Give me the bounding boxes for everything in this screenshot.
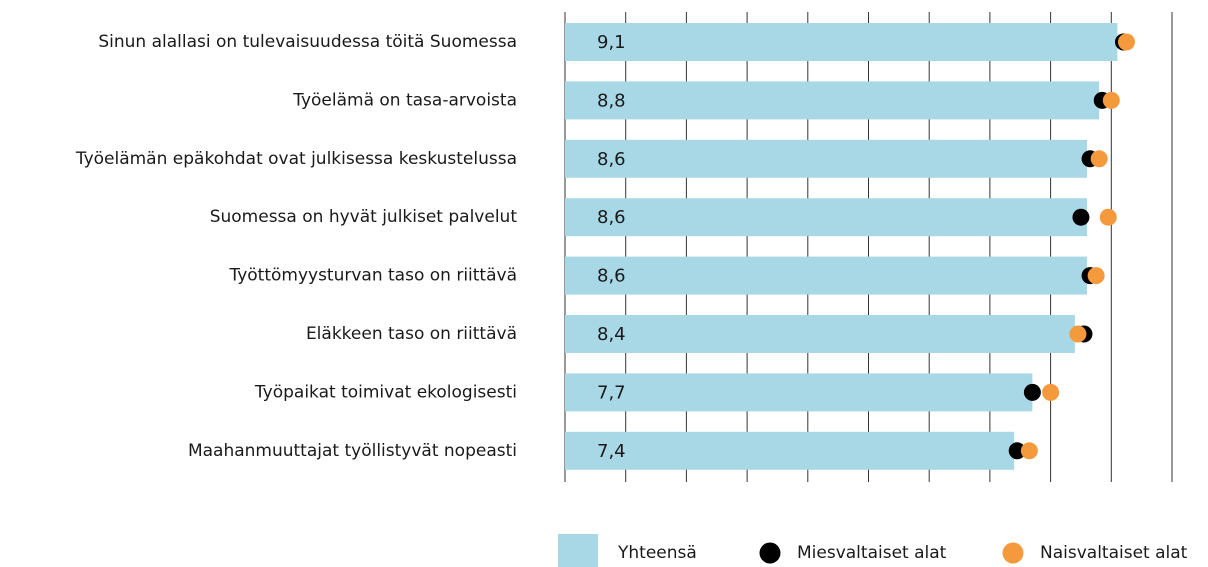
value-label: 9,1 [597, 32, 626, 53]
dot [1087, 267, 1105, 285]
legend-swatch [1002, 542, 1024, 564]
bar [565, 81, 1100, 120]
value-label: 8,8 [597, 90, 626, 111]
dot [1020, 442, 1038, 460]
bar [565, 373, 1033, 412]
bar [565, 198, 1088, 237]
dot [1008, 442, 1026, 460]
value-label: 8,6 [597, 207, 626, 228]
category-label: Työelämä on tasa-arvoista [292, 90, 517, 110]
category-label: Työttömyysturvan taso on riittävä [228, 266, 517, 286]
legend-swatch [558, 534, 598, 567]
dot [1023, 383, 1041, 401]
value-label: 7,7 [597, 382, 626, 403]
category-label: Suomessa on hyvät julkiset palvelut [210, 207, 518, 227]
category-label: Maahanmuuttajat työllistyvät nopeasti [188, 441, 517, 461]
value-label: 8,4 [597, 324, 626, 345]
bar [565, 431, 1015, 470]
value-label: 7,4 [597, 441, 626, 462]
legend-label: Yhteensä [617, 543, 697, 563]
dot [1072, 208, 1090, 226]
legend-label: Naisvaltaiset alat [1040, 543, 1188, 563]
category-label: Työelämän epäkohdat ovat julkisessa kesk… [75, 149, 517, 169]
legend-swatch [759, 542, 781, 564]
bar [565, 256, 1088, 295]
category-label: Eläkkeen taso on riittävä [306, 324, 517, 344]
dot [1090, 150, 1108, 168]
value-label: 8,6 [597, 266, 626, 287]
bar [565, 23, 1118, 61]
category-label: Sinun alallasi on tulevaisuudessa töitä … [98, 32, 517, 52]
dot [1042, 383, 1060, 401]
dot [1102, 91, 1120, 109]
dot [1099, 208, 1117, 226]
dot [1069, 325, 1087, 343]
dot [1117, 33, 1135, 51]
legend-label: Miesvaltaiset alat [797, 543, 947, 563]
value-label: 8,6 [597, 149, 626, 170]
bar [565, 139, 1088, 178]
bar [565, 315, 1075, 353]
category-label: Työpaikat toimivat ekologisesti [254, 382, 517, 402]
